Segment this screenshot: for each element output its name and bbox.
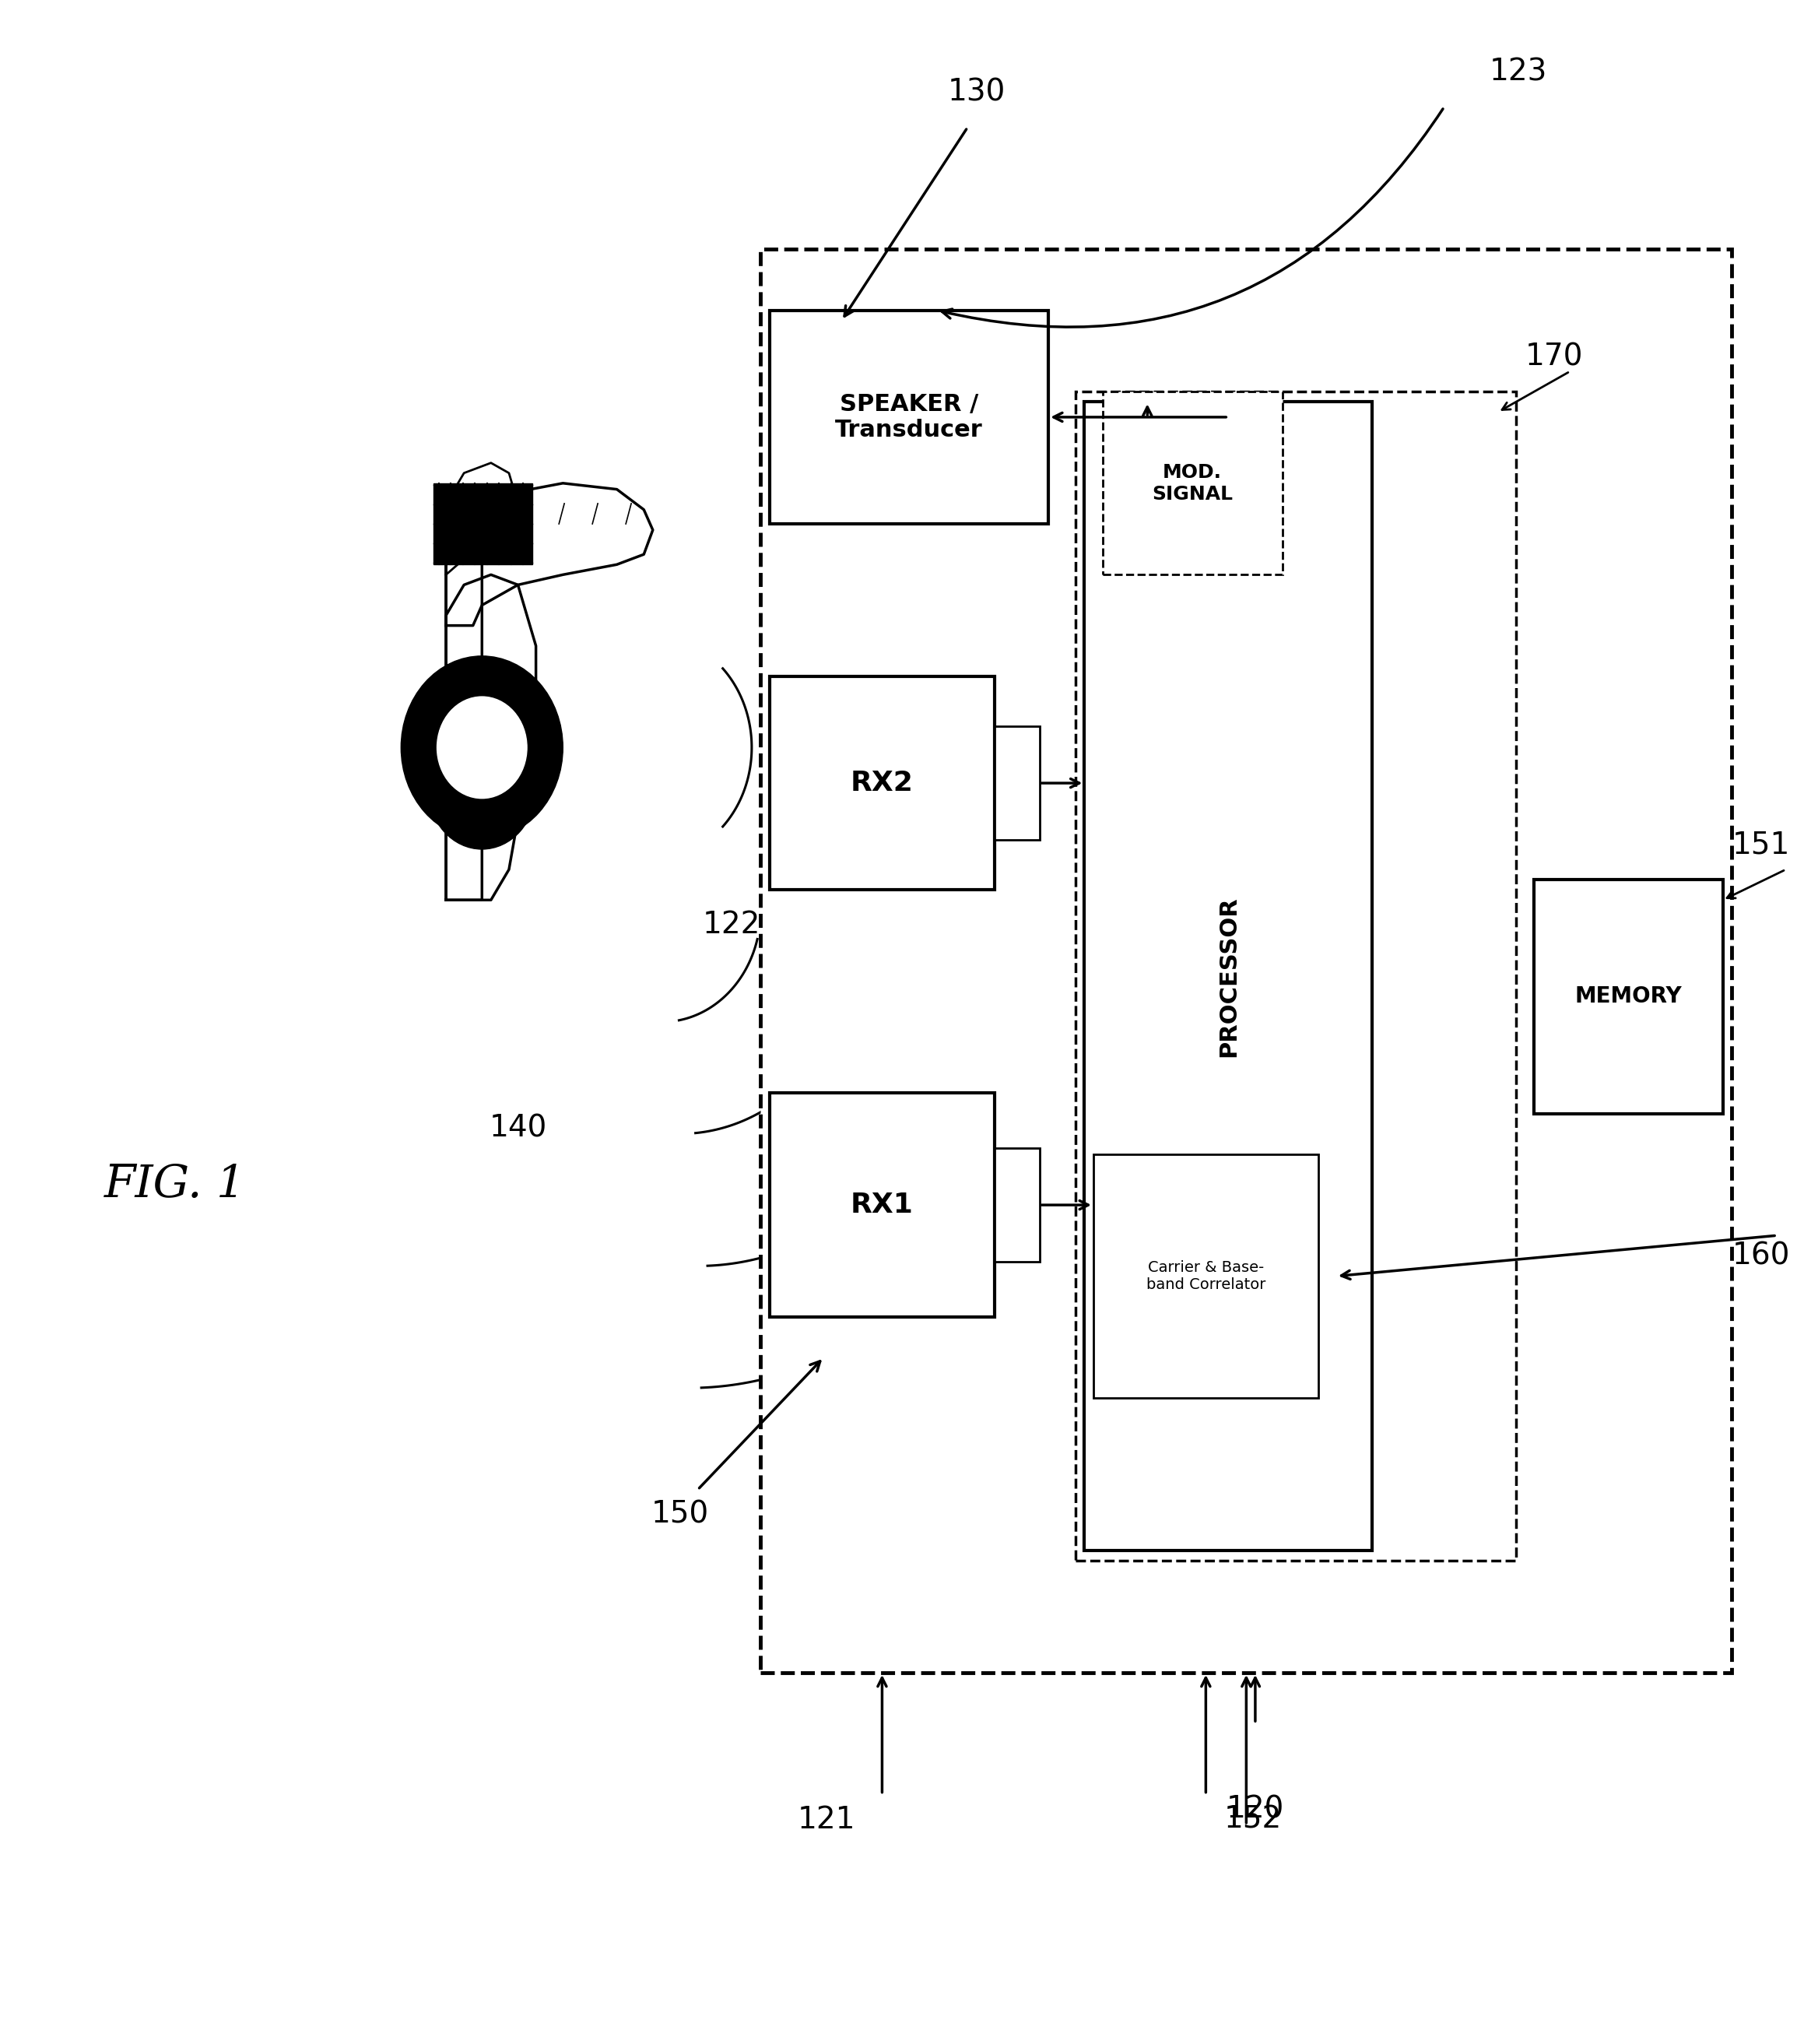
Circle shape [436,697,527,799]
Circle shape [400,656,563,838]
Bar [994,726,1040,840]
Text: 150: 150 [650,1500,708,1529]
Text: MEMORY: MEMORY [1576,985,1682,1008]
Text: SPEAKER /
Transducer: SPEAKER / Transducer [835,392,983,442]
Bar [770,677,994,889]
Text: 122: 122 [703,910,761,940]
Bar [1085,403,1373,1551]
Text: 121: 121 [797,1805,855,1833]
Text: RX1: RX1 [851,1192,913,1218]
Bar [1534,879,1722,1114]
Polygon shape [446,574,536,899]
Bar [1076,392,1516,1562]
Text: 170: 170 [1525,341,1583,372]
Bar [994,1149,1040,1261]
Bar [433,482,532,564]
Text: 152: 152 [1224,1805,1282,1833]
Text: 160: 160 [1731,1241,1789,1271]
Bar [1094,1155,1318,1398]
Text: 151: 151 [1731,830,1789,858]
Bar [770,1094,994,1316]
Bar [761,249,1731,1672]
Bar [770,311,1049,523]
Text: RX2: RX2 [851,771,913,797]
Text: PROCESSOR: PROCESSOR [1217,895,1239,1057]
Circle shape [427,728,536,848]
Polygon shape [446,462,518,574]
Text: 140: 140 [489,1114,547,1143]
Text: Carrier & Base-
band Correlator: Carrier & Base- band Correlator [1146,1261,1266,1292]
Polygon shape [446,544,482,899]
Bar [1103,392,1282,574]
Text: MOD.
SIGNAL: MOD. SIGNAL [1152,464,1233,503]
Text: 130: 130 [947,78,1005,106]
Text: 123: 123 [1489,57,1547,86]
Polygon shape [446,482,652,625]
Text: 120: 120 [1226,1795,1284,1823]
Text: FIG. 1: FIG. 1 [105,1163,246,1206]
